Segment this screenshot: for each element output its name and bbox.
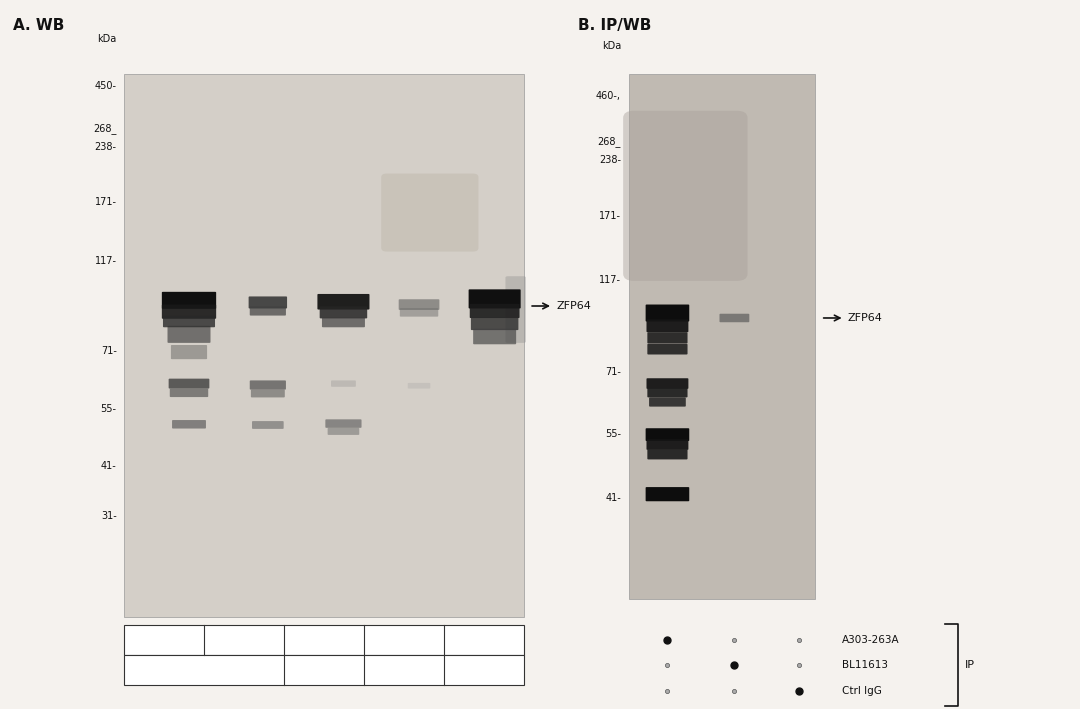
FancyBboxPatch shape xyxy=(162,305,216,319)
FancyBboxPatch shape xyxy=(647,450,688,459)
FancyBboxPatch shape xyxy=(318,294,369,310)
Text: 41-: 41- xyxy=(100,461,117,471)
FancyBboxPatch shape xyxy=(322,318,365,328)
Text: 117-: 117- xyxy=(599,275,621,285)
Text: J: J xyxy=(322,665,326,675)
Text: 171-: 171- xyxy=(599,211,621,221)
FancyBboxPatch shape xyxy=(248,296,287,308)
Text: 450-: 450- xyxy=(95,82,117,91)
Text: 41-: 41- xyxy=(605,493,621,503)
FancyBboxPatch shape xyxy=(167,326,211,343)
FancyBboxPatch shape xyxy=(469,289,521,308)
FancyBboxPatch shape xyxy=(325,419,362,428)
FancyBboxPatch shape xyxy=(162,292,216,309)
FancyBboxPatch shape xyxy=(408,383,430,389)
FancyBboxPatch shape xyxy=(470,304,519,318)
Bar xyxy=(124,74,524,617)
FancyBboxPatch shape xyxy=(381,174,478,252)
FancyBboxPatch shape xyxy=(327,428,360,435)
FancyBboxPatch shape xyxy=(719,313,750,322)
FancyBboxPatch shape xyxy=(505,277,526,343)
Text: ZFP64: ZFP64 xyxy=(848,313,882,323)
Bar xyxy=(124,625,524,655)
Bar xyxy=(629,74,815,599)
Text: 15: 15 xyxy=(238,635,251,645)
FancyBboxPatch shape xyxy=(647,379,688,389)
Text: 31-: 31- xyxy=(100,511,117,521)
FancyBboxPatch shape xyxy=(171,345,207,359)
FancyBboxPatch shape xyxy=(249,306,286,316)
FancyBboxPatch shape xyxy=(249,381,286,390)
Text: 171-: 171- xyxy=(95,197,117,207)
Text: BL11613: BL11613 xyxy=(842,660,889,670)
FancyBboxPatch shape xyxy=(646,428,689,441)
FancyBboxPatch shape xyxy=(471,318,518,330)
Text: ZFP64: ZFP64 xyxy=(556,301,591,311)
Text: H: H xyxy=(400,665,408,675)
Text: 71-: 71- xyxy=(100,346,117,356)
FancyBboxPatch shape xyxy=(646,487,689,501)
FancyBboxPatch shape xyxy=(170,389,208,397)
FancyBboxPatch shape xyxy=(649,397,686,407)
FancyBboxPatch shape xyxy=(172,420,206,428)
FancyBboxPatch shape xyxy=(168,379,210,389)
Text: 55-: 55- xyxy=(605,429,621,439)
FancyBboxPatch shape xyxy=(400,308,438,317)
FancyBboxPatch shape xyxy=(473,329,516,345)
Text: 460-,: 460-, xyxy=(596,91,621,101)
FancyBboxPatch shape xyxy=(647,319,688,332)
Text: 50: 50 xyxy=(477,635,490,645)
FancyBboxPatch shape xyxy=(647,439,688,450)
Text: 238-: 238- xyxy=(95,142,117,152)
Text: 268_: 268_ xyxy=(597,136,621,147)
Text: A. WB: A. WB xyxy=(13,18,65,33)
FancyBboxPatch shape xyxy=(647,344,688,354)
Text: 238-: 238- xyxy=(599,155,621,164)
Text: 293T: 293T xyxy=(190,665,218,675)
FancyBboxPatch shape xyxy=(252,421,284,429)
FancyBboxPatch shape xyxy=(320,306,367,318)
Text: 71-: 71- xyxy=(605,367,621,377)
FancyBboxPatch shape xyxy=(646,305,689,322)
Text: 50: 50 xyxy=(397,635,410,645)
FancyBboxPatch shape xyxy=(647,389,688,397)
Text: IP: IP xyxy=(964,660,974,670)
FancyBboxPatch shape xyxy=(163,316,215,328)
Text: 50: 50 xyxy=(318,635,330,645)
Text: M: M xyxy=(480,665,488,675)
Text: 268_: 268_ xyxy=(93,123,117,135)
Text: A303-263A: A303-263A xyxy=(842,635,900,644)
FancyBboxPatch shape xyxy=(251,390,285,398)
Text: kDa: kDa xyxy=(602,41,621,51)
Text: 55-: 55- xyxy=(100,404,117,414)
FancyBboxPatch shape xyxy=(623,111,747,281)
FancyBboxPatch shape xyxy=(399,299,440,310)
Text: kDa: kDa xyxy=(97,34,117,44)
Bar xyxy=(124,655,524,685)
Text: 117-: 117- xyxy=(95,256,117,266)
Text: B. IP/WB: B. IP/WB xyxy=(578,18,651,33)
Text: Ctrl IgG: Ctrl IgG xyxy=(842,686,882,696)
FancyBboxPatch shape xyxy=(647,332,688,344)
Text: 50: 50 xyxy=(158,635,171,645)
FancyBboxPatch shape xyxy=(330,381,356,387)
